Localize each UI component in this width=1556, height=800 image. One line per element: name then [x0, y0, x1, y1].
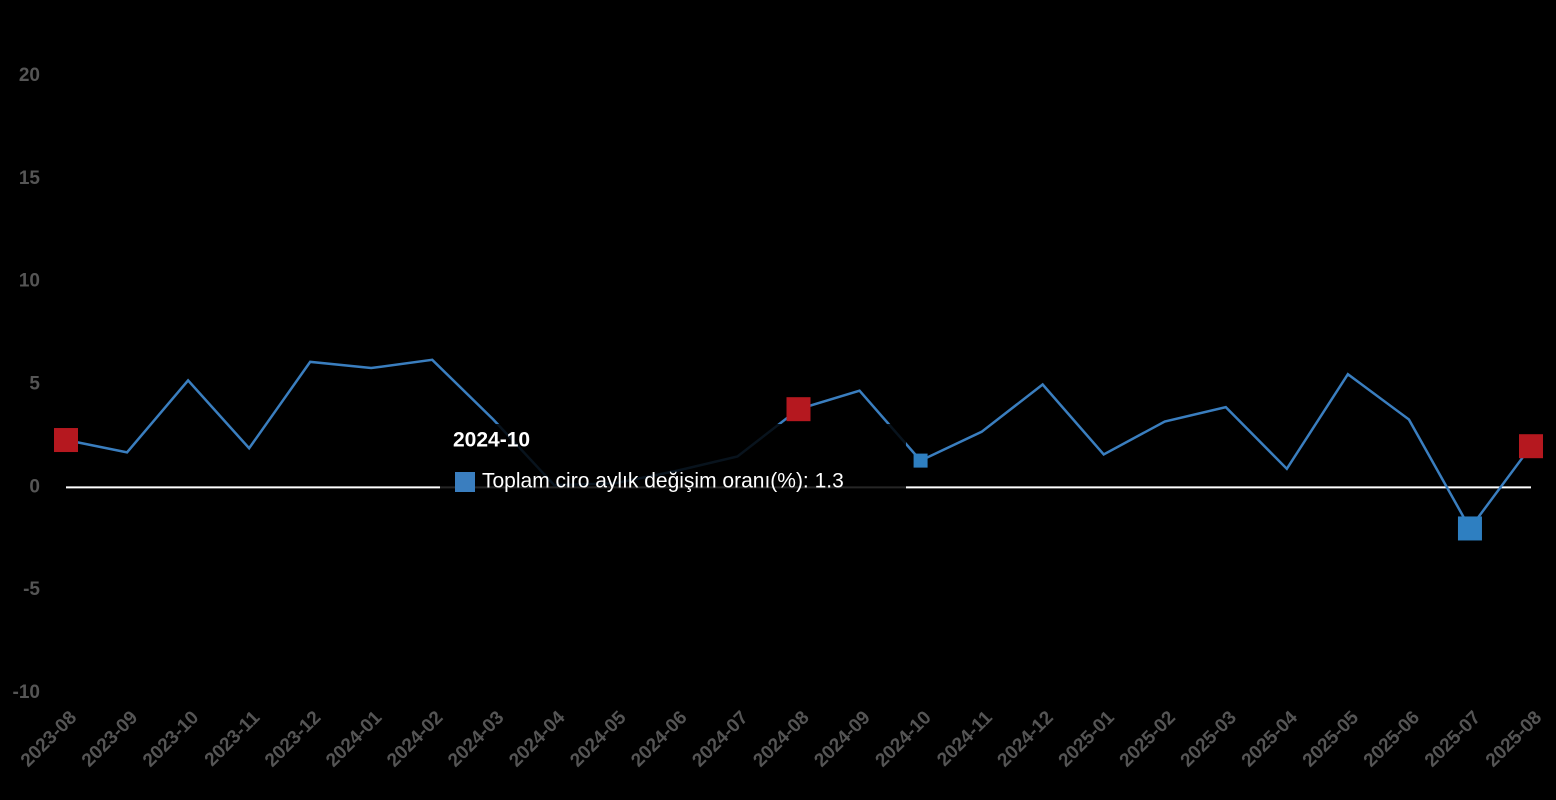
x-tick-label: 2024-06 [627, 707, 691, 771]
x-tick-label: 2025-05 [1299, 707, 1363, 771]
point-marker [54, 428, 78, 453]
x-tick-label: 2023-11 [201, 707, 265, 771]
tooltip-swatch [455, 472, 475, 492]
x-tick-label: 2025-08 [1482, 707, 1546, 771]
x-tick-label: 2024-02 [383, 707, 447, 771]
point-marker [1519, 434, 1543, 459]
x-tick-label: 2023-10 [139, 707, 203, 771]
point-marker [786, 397, 811, 422]
x-tick-label: 2024-01 [322, 707, 386, 771]
x-tick-label: 2025-06 [1360, 707, 1424, 771]
tooltip-text: Toplam ciro aylık değişim oranı(%): 1.3 [482, 470, 844, 493]
y-tick-label: -10 [13, 682, 40, 703]
x-tick-label: 2024-07 [688, 707, 752, 771]
x-tick-label: 2023-08 [17, 707, 81, 771]
tooltip: 2024-10 Toplam ciro aylık değişim oranı(%… [440, 424, 906, 502]
tooltip-title: 2024-10 [453, 429, 530, 452]
hover-marker [913, 453, 928, 468]
y-tick-label: 10 [19, 271, 40, 292]
x-tick-label: 2024-10 [872, 707, 936, 771]
tooltip-bg [440, 424, 906, 502]
x-tick-label: 2023-09 [78, 707, 142, 771]
x-tick-label: 2024-11 [933, 707, 997, 771]
x-tick-label: 2024-05 [566, 707, 630, 771]
x-tick-label: 2023-12 [261, 707, 325, 771]
x-tick-label: 2024-08 [749, 707, 813, 771]
y-tick-label: 5 [29, 374, 40, 395]
x-tick-label: 2025-04 [1238, 707, 1302, 771]
x-tick-label: 2024-09 [810, 707, 874, 771]
y-tick-label: 15 [19, 168, 41, 189]
y-tick-label: 0 [29, 476, 40, 497]
x-tick-label: 2025-03 [1177, 707, 1241, 771]
x-tick-label: 2024-04 [505, 707, 569, 771]
x-tick-label: 2024-03 [444, 707, 508, 771]
y-tick-label: 20 [19, 65, 40, 86]
x-tick-label: 2025-01 [1055, 707, 1119, 771]
y-tick-label: -5 [23, 579, 40, 600]
x-tick-label: 2024-12 [994, 707, 1058, 771]
x-tick-label: 2025-02 [1116, 707, 1180, 771]
point-marker [1457, 516, 1482, 541]
x-tick-label: 2025-07 [1421, 707, 1485, 771]
